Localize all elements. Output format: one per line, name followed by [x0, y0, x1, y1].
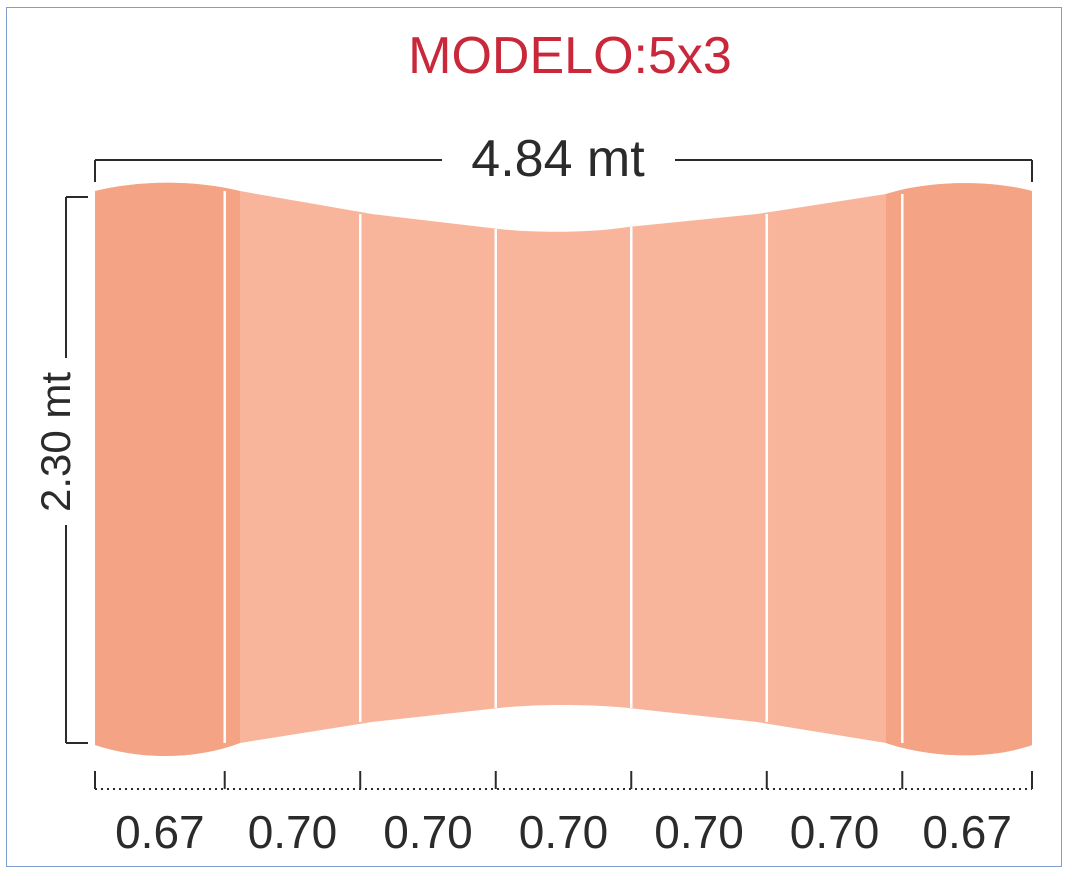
left-end-panel — [95, 182, 240, 757]
segment-label: 0.70 — [383, 806, 473, 858]
segment-dimensions — [94, 771, 1033, 790]
banner-shape — [95, 182, 1032, 757]
model-title: MODELO:5x3 — [408, 27, 732, 85]
segment-label: 0.70 — [654, 806, 744, 858]
right-end-panel — [886, 182, 1032, 757]
segment-label: 0.70 — [790, 806, 880, 858]
segment-label: 0.67 — [922, 806, 1012, 858]
segment-labels: 0.67 0.70 0.70 0.70 0.70 0.70 0.67 — [115, 806, 1012, 858]
segment-label: 0.70 — [248, 806, 338, 858]
height-dimension — [65, 196, 88, 744]
segment-label: 0.67 — [115, 806, 205, 858]
panel-dividers — [223, 191, 904, 743]
total-width-label: 4.84 mt — [471, 130, 645, 188]
total-width-dimension — [94, 159, 1033, 182]
height-label: 2.30 mt — [32, 372, 79, 512]
segment-label: 0.70 — [519, 806, 609, 858]
